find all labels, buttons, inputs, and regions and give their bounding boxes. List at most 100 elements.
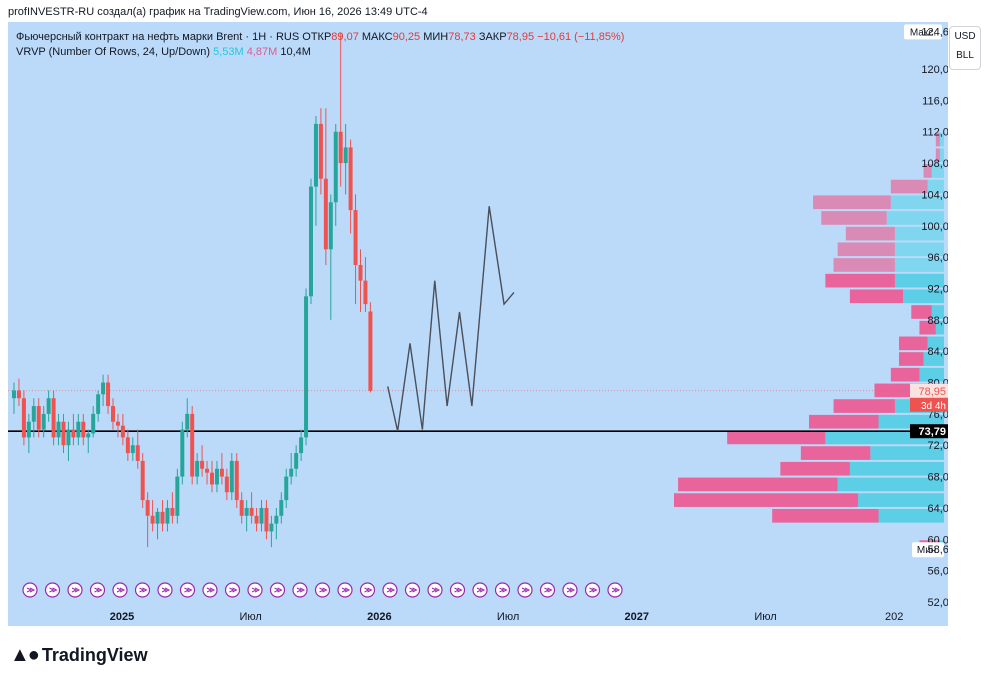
volume-bar-down xyxy=(813,195,891,210)
candle-body xyxy=(363,280,368,305)
tradingview-logo: ▲● TradingView xyxy=(10,644,148,667)
candle-body xyxy=(254,515,259,524)
candle-body xyxy=(61,421,66,446)
candle-body xyxy=(210,472,214,485)
event-marker-arrows xyxy=(454,587,463,593)
legend-low-value: 78,73 xyxy=(448,31,476,43)
candle-body xyxy=(229,460,234,493)
candle-body xyxy=(150,515,155,524)
chart-legend: Фьючерсный контракт на нефть марки Brent… xyxy=(16,30,624,60)
volume-bar-up xyxy=(939,132,944,147)
candle-body xyxy=(130,445,135,454)
y-axis-tick-label: 76,00 xyxy=(927,409,948,421)
legend-open-label: ОТКР xyxy=(302,31,332,43)
unit-label: BLL xyxy=(956,50,974,61)
event-marker-icon xyxy=(179,582,196,598)
legend-instrument: Фьючерсный контракт на нефть марки Brent… xyxy=(16,31,300,43)
volume-bar-up xyxy=(886,211,944,225)
event-marker-arrows xyxy=(476,587,486,593)
candle-body xyxy=(323,178,328,250)
y-axis-tick-label: 56,00 xyxy=(927,566,948,578)
candle-body xyxy=(279,500,284,516)
event-marker-arrows xyxy=(251,587,261,593)
event-marker-icon xyxy=(337,582,353,598)
legend-price-row: Фьючерсный контракт на нефть марки Brent… xyxy=(16,30,624,45)
volume-bar-down xyxy=(845,226,895,241)
level-price-badge xyxy=(910,424,948,439)
volume-bar-up xyxy=(903,289,944,304)
event-marker-arrows xyxy=(341,587,351,593)
event-marker-arrows xyxy=(161,587,171,593)
volume-bar-up xyxy=(935,320,944,335)
candle-body xyxy=(76,421,81,438)
last-price-badge-top xyxy=(910,383,948,398)
volume-bar-up xyxy=(849,461,944,476)
volume-bar-up xyxy=(931,164,944,178)
min-label: Мин. xyxy=(917,545,939,556)
volume-bar-down xyxy=(899,352,924,366)
max-label: Макс. xyxy=(910,27,936,38)
event-marker-icon xyxy=(404,582,421,598)
candle-body xyxy=(309,186,313,297)
max-value-label: 124,67 xyxy=(921,26,948,38)
event-marker-arrows xyxy=(274,587,283,593)
event-marker-arrows xyxy=(364,587,373,593)
chart-frame[interactable]: 2025Июл2026Июл2027Июл20252,0056,0060,006… xyxy=(8,22,948,626)
currency-label: USD xyxy=(954,31,976,42)
candle-body xyxy=(21,398,26,438)
attribution-text: profINVESTR-RU создал(а) график на Tradi… xyxy=(8,6,428,18)
event-marker-arrows xyxy=(229,587,238,593)
volume-bar-up xyxy=(927,179,944,194)
candle-body xyxy=(120,425,125,438)
event-marker-arrows xyxy=(71,587,81,593)
event-marker-icon xyxy=(494,582,511,598)
candle-body xyxy=(96,394,101,414)
candle-body xyxy=(101,382,106,395)
volume-bar-down xyxy=(800,446,871,460)
event-marker-icon xyxy=(427,582,443,598)
event-marker-arrows xyxy=(319,587,328,593)
candle-body xyxy=(338,131,343,164)
event-marker-arrows xyxy=(206,587,216,593)
candle-body xyxy=(244,507,249,516)
candle-body xyxy=(333,131,338,203)
candle-body xyxy=(160,511,165,524)
x-axis-label: Июл xyxy=(497,611,519,623)
countdown-label: 3d 4h xyxy=(921,401,946,412)
candle-body xyxy=(41,413,46,430)
y-axis-tick-label: 108,00 xyxy=(921,158,948,170)
volume-bar-up xyxy=(927,336,944,351)
y-axis-tick-label: 72,00 xyxy=(927,440,948,452)
event-marker-icon xyxy=(382,582,398,598)
volume-bar-up xyxy=(858,493,944,507)
candle-body xyxy=(71,429,76,438)
y-axis-tick-label: 92,00 xyxy=(927,283,948,295)
candle-body xyxy=(115,421,120,426)
candle-body xyxy=(190,413,195,477)
candle-body xyxy=(91,413,96,434)
price-chart[interactable]: 2025Июл2026Июл2027Июл20252,0056,0060,006… xyxy=(8,22,948,626)
legend-open-value: 89,07 xyxy=(331,31,359,43)
y-axis-tick-label: 104,00 xyxy=(921,189,948,201)
volume-bar-down xyxy=(923,164,932,178)
candle-body xyxy=(26,421,31,438)
candle-body xyxy=(239,500,244,516)
event-marker-icon xyxy=(607,582,623,598)
event-marker-arrows xyxy=(499,587,508,593)
event-marker-icon xyxy=(517,582,533,598)
candle-body xyxy=(219,468,224,477)
candle-body xyxy=(274,515,279,524)
level-price-label: 73,79 xyxy=(918,426,946,438)
volume-bar-up xyxy=(931,305,944,319)
volume-bar-down xyxy=(890,367,920,382)
candle-body xyxy=(368,311,373,391)
event-marker-icon xyxy=(112,582,128,598)
candle-body xyxy=(111,406,115,422)
x-axis-label: 2027 xyxy=(625,611,649,623)
currency-unit-selector[interactable]: USD BLL xyxy=(949,26,981,70)
candle-body xyxy=(135,445,140,461)
legend-change-value: −10,61 (−11,85%) xyxy=(537,31,625,43)
tradingview-brand: TradingView xyxy=(41,645,148,665)
volume-bar-up xyxy=(919,367,944,382)
candle-body xyxy=(106,382,111,407)
